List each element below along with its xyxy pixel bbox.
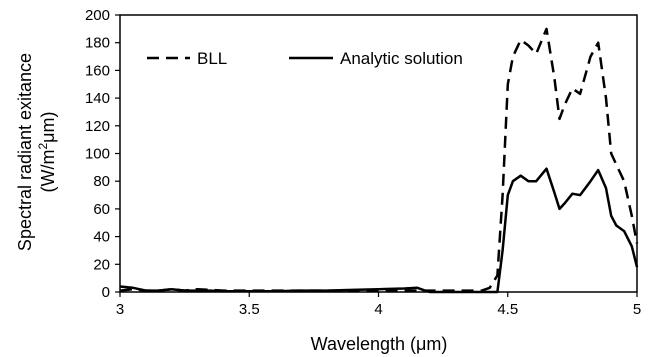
legend-label-analytic: Analytic solution [340,49,463,68]
y-tick-label: 180 [85,35,110,52]
y-axis-title-unit-prefix: (W/m [38,150,58,193]
y-tick-label: 20 [93,256,110,273]
legend-label-bll: BLL [197,49,227,68]
series-layer [119,27,639,294]
y-axis-title-line1: Spectral radiant exitance [15,53,35,251]
x-axis-title: Wavelength (μm) [311,334,448,354]
y-axis-title-superscript: 2 [36,143,50,150]
tick-layer: 0 20 40 60 80 100 120 140 160 180 200 3 3.5 4 4.5 5 [85,7,641,318]
y-tick-label: 80 [93,173,110,190]
series-line-analytic [119,167,639,294]
y-tick-label: 120 [85,118,110,135]
y-tick-label: 100 [85,146,110,163]
y-axis-title: Spectral radiant exitance (W/m2μm) [15,53,58,251]
x-tick-label: 4 [374,301,382,318]
y-tick-label: 140 [85,90,110,107]
y-tick-label: 60 [93,201,110,218]
legend: BLL Analytic solution [147,49,463,68]
x-tick-label: 3.5 [239,301,260,318]
x-tick-label: 5 [633,301,641,318]
y-axis-title-line2: (W/m2μm) [36,111,58,192]
x-tick-label: 3 [116,301,124,318]
y-tick-label: 0 [102,284,110,301]
y-tick-label: 160 [85,62,110,79]
y-axis-title-unit-suffix: μm) [38,111,58,142]
y-tick-label: 40 [93,229,110,246]
series-line-bll [119,27,639,292]
y-tick-label: 200 [85,7,110,24]
x-tick-label: 4.5 [497,301,518,318]
